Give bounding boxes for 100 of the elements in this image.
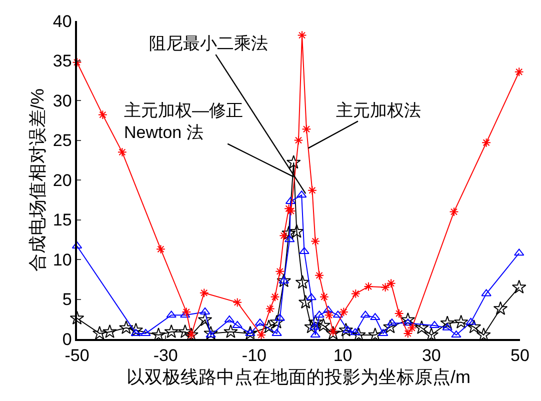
point	[243, 326, 258, 340]
point	[298, 294, 313, 309]
point	[414, 320, 429, 334]
x-tick-label: -10	[242, 346, 266, 366]
point	[338, 307, 348, 317]
x-tick-label: 10	[333, 346, 352, 366]
point	[232, 320, 242, 328]
x-axis-title: 以双极线路中点在地面的投影为坐标原点/m	[126, 366, 470, 387]
point	[454, 314, 468, 328]
point	[156, 244, 166, 254]
point	[286, 155, 301, 169]
point	[323, 306, 334, 313]
point	[295, 275, 310, 289]
point	[299, 247, 310, 254]
point	[204, 326, 218, 340]
point	[272, 328, 282, 336]
point	[119, 320, 134, 334]
point	[370, 313, 380, 320]
point	[151, 328, 166, 342]
point	[319, 292, 329, 302]
point	[394, 308, 404, 318]
point	[440, 316, 455, 330]
point	[199, 288, 209, 298]
point	[310, 236, 320, 246]
y-tick-label: 0	[62, 330, 72, 349]
point	[368, 328, 382, 342]
x-tick-label: -30	[153, 346, 178, 366]
point	[178, 324, 192, 338]
point	[140, 328, 151, 336]
point	[92, 326, 107, 340]
point	[290, 224, 304, 238]
annotation: 主元加权法	[336, 101, 421, 120]
point	[282, 226, 296, 240]
point	[72, 58, 82, 68]
point	[316, 318, 330, 332]
point	[164, 324, 179, 338]
point	[380, 282, 390, 292]
point	[512, 280, 526, 294]
point	[275, 266, 285, 276]
x-tick-label: 50	[510, 346, 530, 366]
point	[350, 288, 360, 298]
y-tick-label: 15	[52, 210, 72, 230]
y-tick-label: 40	[52, 12, 72, 31]
y-tick-label: 10	[52, 250, 72, 270]
point	[314, 270, 324, 280]
y-tick-label: 30	[52, 91, 72, 110]
y-tick-label: 5	[62, 290, 72, 310]
annotation: 阻尼最小二乘法	[149, 34, 268, 53]
point	[166, 310, 176, 318]
point	[256, 330, 266, 340]
point	[184, 328, 198, 342]
point	[70, 310, 84, 324]
point	[302, 124, 312, 134]
point	[403, 328, 413, 338]
point	[310, 330, 320, 338]
point	[338, 322, 354, 336]
point	[314, 310, 324, 318]
point	[297, 30, 307, 40]
point	[294, 136, 304, 145]
x-tick-label: -50	[64, 346, 90, 366]
point	[98, 110, 108, 120]
annotation: 主元加权—修正 Newton 法	[124, 101, 243, 142]
point	[352, 328, 366, 342]
point	[265, 304, 275, 314]
point	[308, 186, 317, 196]
point	[304, 320, 319, 334]
point	[466, 320, 482, 334]
y-tick-label: 20	[52, 170, 72, 190]
point	[481, 289, 492, 296]
y-axis-title: 合成电场值相对误差/%	[28, 88, 48, 272]
x-tick-label: 30	[422, 346, 441, 366]
point	[324, 310, 334, 320]
point	[383, 320, 398, 334]
point	[407, 323, 417, 333]
point	[514, 67, 524, 77]
y-tick-label: 35	[52, 52, 72, 71]
y-tick-label: 25	[52, 131, 72, 150]
point	[232, 298, 242, 308]
point	[493, 301, 508, 315]
point	[128, 322, 144, 336]
point	[364, 282, 374, 292]
point	[476, 328, 491, 342]
point	[262, 320, 276, 334]
point	[198, 312, 212, 326]
point	[276, 273, 292, 288]
point	[326, 326, 340, 340]
point	[182, 307, 192, 317]
point	[284, 204, 294, 214]
point	[308, 314, 322, 328]
point	[270, 314, 284, 328]
point	[102, 324, 117, 338]
point	[224, 324, 238, 338]
point	[386, 278, 396, 288]
point	[400, 312, 416, 326]
point	[117, 147, 127, 157]
point	[286, 206, 296, 216]
point	[270, 292, 280, 302]
point	[449, 207, 459, 216]
point	[482, 138, 492, 148]
point	[424, 328, 439, 342]
